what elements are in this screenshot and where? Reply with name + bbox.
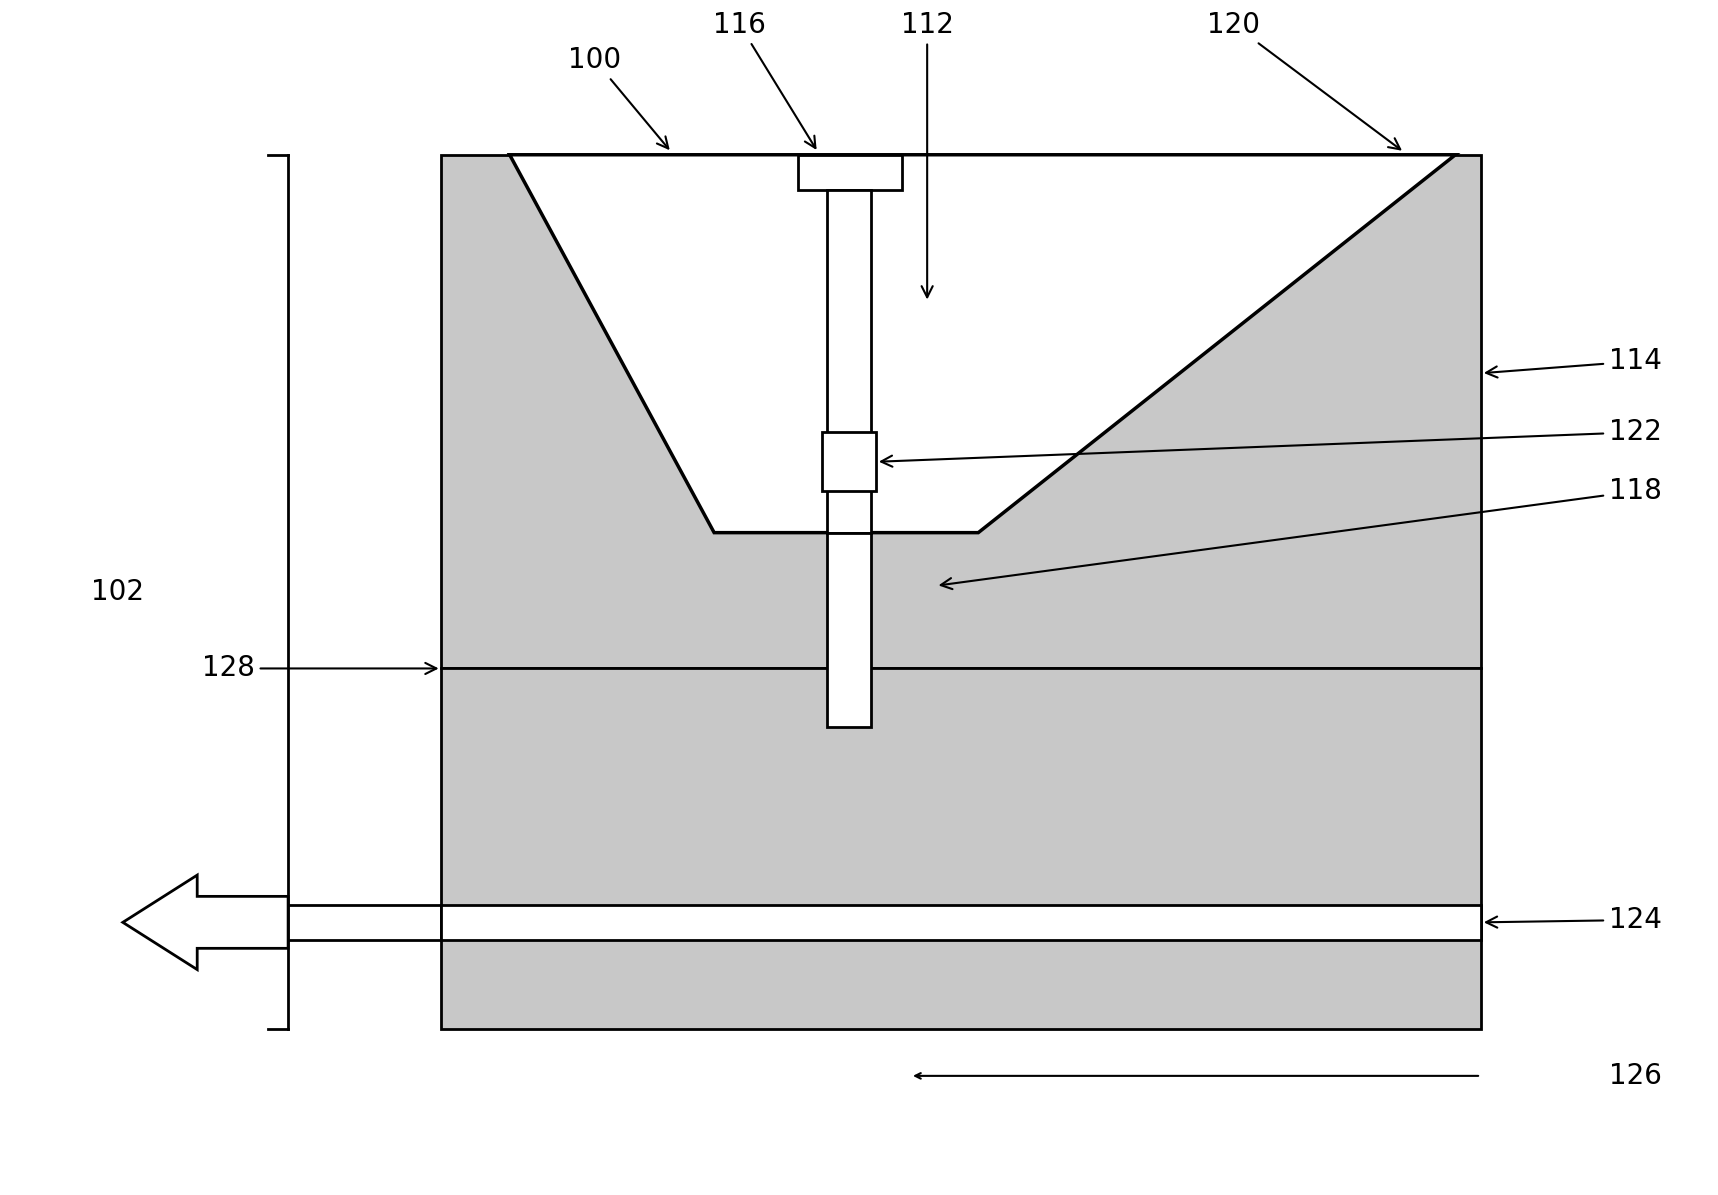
Polygon shape <box>510 155 1455 533</box>
Text: 118: 118 <box>941 477 1661 589</box>
Bar <box>826 190 871 533</box>
Text: 116: 116 <box>713 11 816 148</box>
Text: 126: 126 <box>1608 1062 1661 1090</box>
Text: 122: 122 <box>881 418 1661 467</box>
Bar <box>442 668 1481 1029</box>
Bar <box>797 155 902 190</box>
Bar <box>168 905 442 940</box>
Text: 128: 128 <box>203 655 436 682</box>
Bar <box>826 533 871 728</box>
Bar <box>442 905 1481 940</box>
Text: 120: 120 <box>1208 11 1400 149</box>
Bar <box>821 433 876 491</box>
Text: 102: 102 <box>91 577 144 606</box>
Polygon shape <box>122 875 289 969</box>
Text: 124: 124 <box>1486 906 1661 934</box>
Text: 112: 112 <box>900 11 953 298</box>
Bar <box>442 155 1481 668</box>
Text: 100: 100 <box>569 47 668 148</box>
Text: 114: 114 <box>1486 348 1661 378</box>
